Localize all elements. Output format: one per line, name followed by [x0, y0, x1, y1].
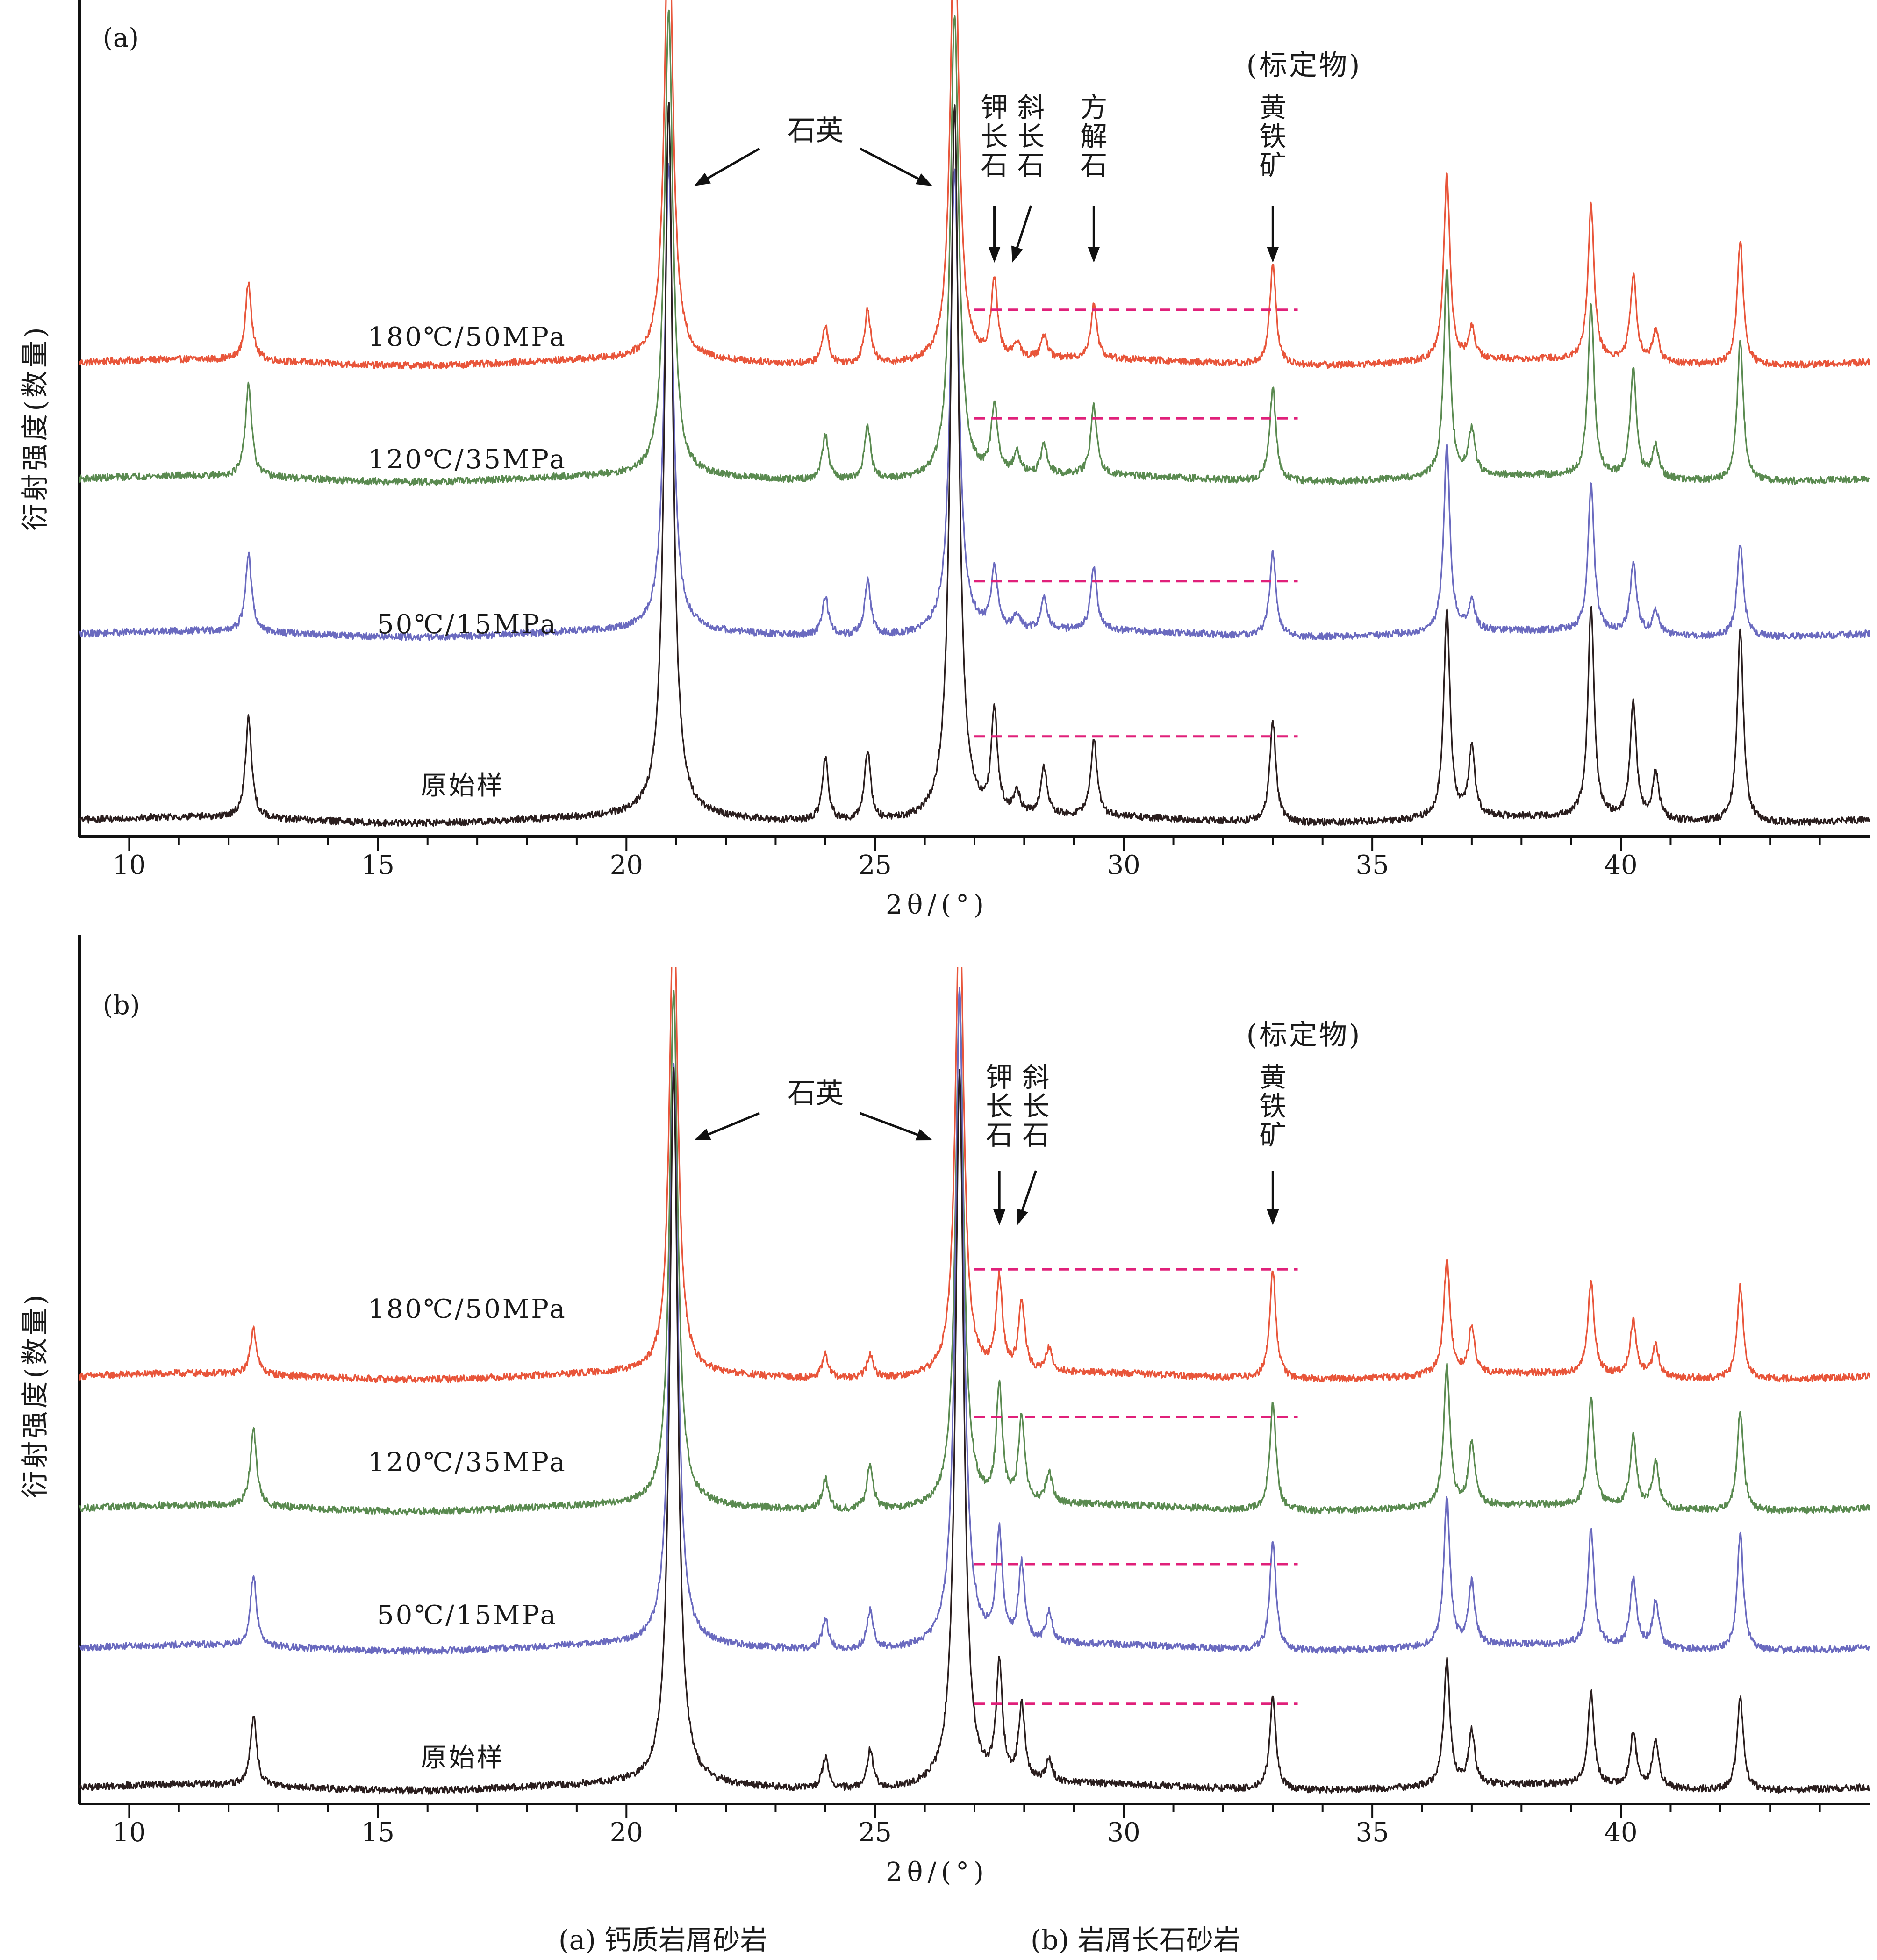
quartz-arrow-1-shaft	[860, 1112, 922, 1137]
x-tick-label: 35	[1355, 1817, 1389, 1848]
x-axis-title: 2θ/(°)	[886, 890, 989, 920]
x-tick-label: 25	[859, 850, 892, 880]
series-line-原始样	[79, 101, 1870, 827]
calibrant-label: (标定物)	[1247, 49, 1362, 82]
mineral-label-char: 铁	[1259, 1090, 1286, 1122]
series-label: 原始样	[421, 771, 505, 801]
series-line-50℃/15MPa	[79, 163, 1870, 641]
mineral-arrow-钾长石-head	[993, 1209, 1006, 1225]
quartz-arrow-1-head	[915, 173, 932, 186]
mineral-label-char: 石	[1017, 150, 1045, 181]
x-axis-title: 2θ/(°)	[886, 1857, 989, 1888]
series-label: 50℃/15MPa	[377, 1600, 558, 1631]
series-line-120℃/35MPa	[79, 990, 1870, 1516]
y-axis-title: 衍射强度(数量)	[19, 324, 51, 530]
quartz-label: 石英	[788, 1077, 844, 1110]
y-axis-title: 衍射强度(数量)	[19, 1292, 51, 1498]
series-line-120℃/35MPa	[79, 9, 1870, 486]
mineral-label-char: 解	[1080, 121, 1107, 152]
mineral-label-char: 黄	[1259, 1061, 1286, 1093]
caption-a: (a) 钙质岩屑砂岩	[559, 1924, 767, 1956]
series-line-180℃/50MPa	[79, 967, 1870, 1384]
mineral-label-斜长石: 斜长石	[1017, 92, 1045, 181]
quartz-arrow-0-head	[694, 1128, 711, 1140]
x-tick-label: 30	[1107, 850, 1140, 880]
mineral-label-char: 长	[1022, 1090, 1049, 1122]
mineral-arrow-黄铁矿-head	[1267, 1209, 1279, 1225]
mineral-arrow-斜长石-shaft	[1020, 1170, 1037, 1215]
mineral-label-char: 石	[981, 150, 1008, 181]
mineral-arrow-钾长石-head	[988, 247, 1001, 263]
x-tick-label: 40	[1604, 850, 1637, 880]
mineral-label-char: 石	[986, 1119, 1013, 1151]
mineral-label-char: 斜	[1017, 92, 1045, 123]
mineral-label-方解石: 方解石	[1080, 92, 1107, 181]
series-label: 50℃/15MPa	[377, 609, 558, 640]
series-group	[79, 0, 1870, 827]
series-label: 120℃/35MPa	[368, 444, 567, 475]
quartz-arrow-1-head	[915, 1129, 932, 1141]
mineral-label-char: 长	[981, 121, 1008, 152]
xrd-panel-b: 10 15 20 25 30 35 40 2θ/(°) 衍射强度(数量) (b) 180℃/50MP…	[19, 935, 1870, 1888]
series-label: 180℃/50MPa	[368, 1294, 567, 1324]
mineral-arrow-斜长石-shaft	[1015, 205, 1032, 252]
x-tick-label: 10	[113, 850, 146, 880]
x-tick-label: 20	[610, 1817, 643, 1848]
mineral-label-斜长石: 斜长石	[1022, 1061, 1049, 1151]
mineral-label-char: 石	[1022, 1119, 1049, 1151]
mineral-label-char: 钾	[986, 1061, 1013, 1093]
panel-label: (b)	[103, 990, 140, 1021]
xrd-panel-a: 10 15 20 25 30 35 40 2θ/(°) 衍射强度(数量) (a) 180℃/50MP…	[19, 0, 1870, 920]
x-tick-label: 30	[1107, 1817, 1140, 1848]
mineral-arrow-方解石-head	[1088, 247, 1100, 263]
mineral-label-char: 黄	[1259, 92, 1286, 123]
mineral-arrow-斜长石-head	[1017, 1208, 1028, 1225]
panel-label: (a)	[103, 23, 139, 53]
series-label: 120℃/35MPa	[368, 1447, 567, 1478]
series-label: 原始样	[421, 1743, 505, 1773]
mineral-label-char: 方	[1080, 92, 1107, 123]
x-tick-label: 15	[361, 850, 394, 880]
mineral-label-char: 矿	[1259, 1119, 1286, 1151]
x-tick-label: 35	[1355, 850, 1389, 880]
x-tick-label: 25	[859, 1817, 892, 1848]
mineral-label-char: 铁	[1259, 121, 1286, 152]
mineral-label-char: 钾	[981, 92, 1008, 123]
quartz-label: 石英	[788, 114, 844, 147]
quartz-arrow-0-head	[694, 172, 711, 186]
quartz-arrow-0-shaft	[704, 147, 760, 181]
mineral-label-char: 长	[1017, 121, 1045, 152]
mineral-label-char: 长	[986, 1090, 1013, 1122]
mineral-label-char: 斜	[1022, 1061, 1049, 1093]
series-group	[79, 967, 1870, 1795]
mineral-arrow-黄铁矿-head	[1267, 247, 1279, 263]
series-line-180℃/50MPa	[79, 0, 1870, 370]
mineral-label-char: 矿	[1259, 150, 1286, 181]
mineral-label-钾长石: 钾长石	[986, 1061, 1013, 1151]
quartz-arrow-1-shaft	[859, 147, 923, 182]
x-tick-label: 40	[1604, 1817, 1637, 1848]
x-tick-label: 15	[361, 1817, 394, 1848]
quartz-arrow-0-shaft	[705, 1112, 760, 1137]
series-label: 180℃/50MPa	[368, 322, 567, 352]
caption-b: (b) 岩屑长石砂岩	[1031, 1924, 1240, 1956]
x-tick-label: 10	[113, 1817, 146, 1848]
mineral-label-黄铁矿: 黄铁矿	[1259, 92, 1286, 181]
mineral-label-钾长石: 钾长石	[981, 92, 1008, 181]
mineral-arrow-斜长石-head	[1011, 245, 1023, 263]
x-tick-label: 20	[610, 850, 643, 880]
series-line-原始样	[79, 1067, 1870, 1795]
calibrant-label: (标定物)	[1247, 1019, 1362, 1052]
mineral-label-黄铁矿: 黄铁矿	[1259, 1061, 1286, 1151]
mineral-label-char: 石	[1080, 150, 1107, 181]
series-line-50℃/15MPa	[79, 987, 1870, 1655]
